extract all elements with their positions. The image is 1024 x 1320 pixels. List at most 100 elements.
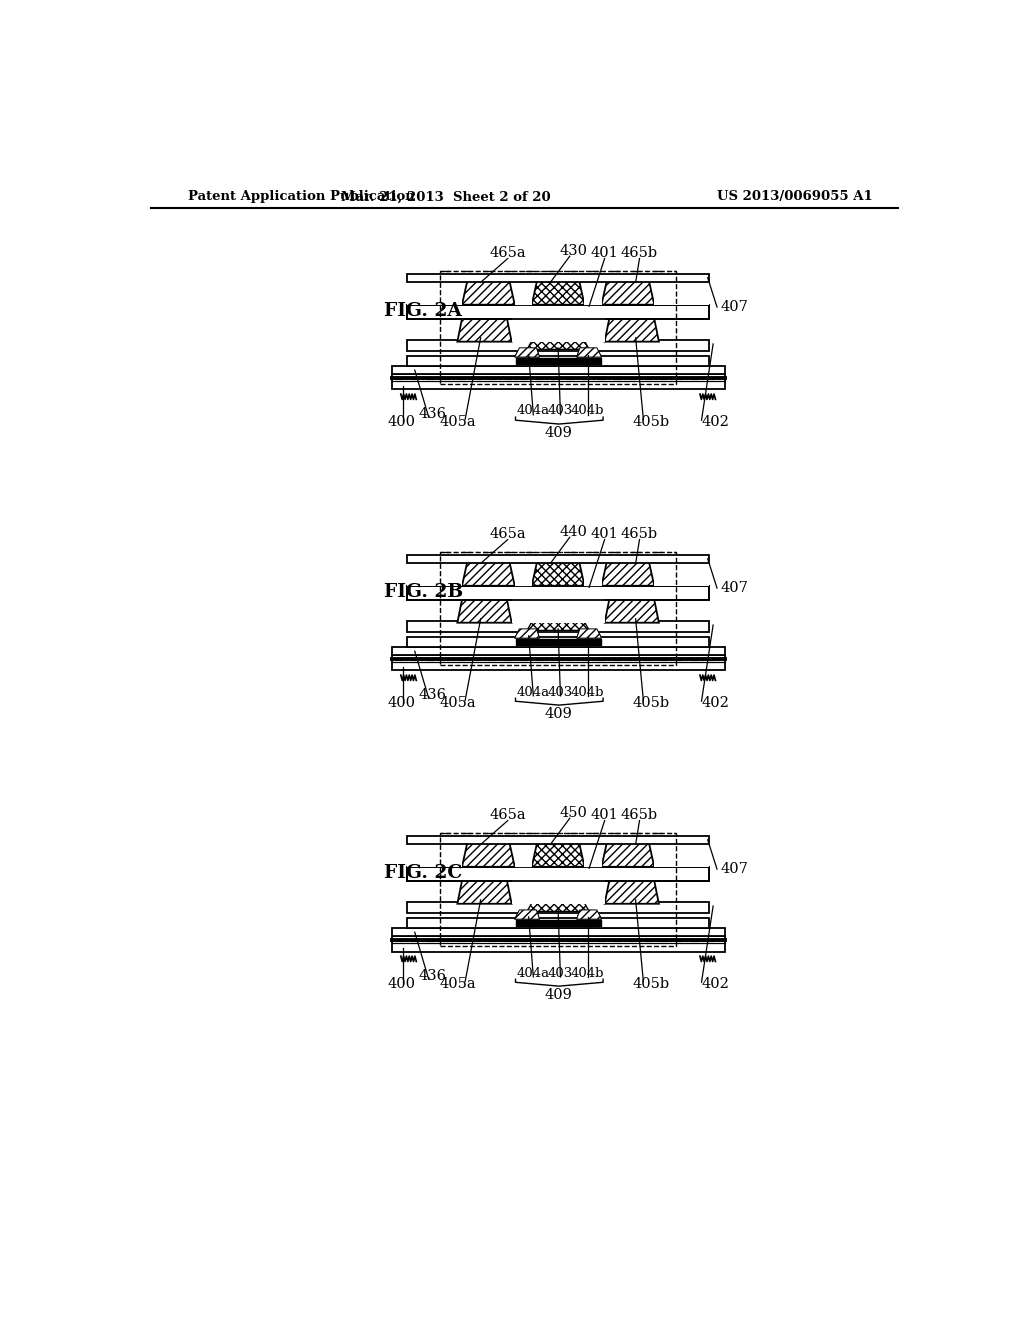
Bar — [440, 271, 676, 384]
Text: Patent Application Publication: Patent Application Publication — [188, 190, 415, 203]
Bar — [585, 280, 601, 305]
Polygon shape — [515, 628, 540, 638]
Text: 400: 400 — [388, 977, 416, 991]
Text: 436: 436 — [419, 969, 446, 983]
Text: 404a: 404a — [517, 685, 550, 698]
Bar — [440, 833, 676, 946]
Text: 465b: 465b — [621, 246, 658, 260]
Bar — [391, 655, 725, 671]
Text: 403: 403 — [548, 404, 573, 417]
Polygon shape — [458, 880, 512, 904]
Text: 407: 407 — [721, 581, 749, 595]
Polygon shape — [458, 599, 512, 623]
Text: 465b: 465b — [621, 527, 658, 541]
Bar — [512, 586, 604, 623]
Text: 403: 403 — [548, 966, 573, 979]
Text: US 2013/0069055 A1: US 2013/0069055 A1 — [717, 190, 872, 203]
Bar — [407, 275, 710, 281]
Text: 405a: 405a — [439, 414, 476, 429]
Text: 400: 400 — [388, 414, 416, 429]
Text: 401: 401 — [591, 527, 618, 541]
Bar — [407, 554, 710, 562]
Text: 405a: 405a — [439, 696, 476, 710]
Bar — [407, 355, 710, 367]
Bar — [407, 867, 710, 880]
Text: 407: 407 — [721, 862, 749, 876]
Bar — [440, 552, 676, 665]
Text: 405b: 405b — [633, 977, 670, 991]
Text: 401: 401 — [591, 246, 618, 260]
Bar — [515, 842, 531, 867]
Text: 404a: 404a — [517, 404, 550, 417]
Bar — [515, 280, 531, 305]
Text: 409: 409 — [545, 425, 572, 440]
Polygon shape — [577, 348, 601, 358]
Bar — [407, 842, 462, 867]
Polygon shape — [601, 280, 654, 305]
Polygon shape — [577, 909, 601, 919]
Polygon shape — [515, 348, 540, 358]
Bar — [515, 327, 601, 341]
Text: 436: 436 — [419, 407, 446, 421]
Polygon shape — [577, 628, 601, 638]
Bar — [585, 561, 601, 586]
Text: 405a: 405a — [439, 977, 476, 991]
Text: 404b: 404b — [570, 966, 604, 979]
Bar — [391, 928, 725, 936]
Polygon shape — [462, 280, 515, 305]
Text: 405b: 405b — [633, 414, 670, 429]
Text: 465a: 465a — [489, 527, 526, 541]
Bar — [654, 561, 710, 586]
Polygon shape — [515, 628, 540, 638]
Bar — [391, 936, 725, 952]
Text: FIG. 2C: FIG. 2C — [384, 865, 462, 882]
Bar — [407, 586, 710, 599]
Bar — [585, 842, 601, 867]
Text: 405b: 405b — [633, 696, 670, 710]
Polygon shape — [462, 561, 515, 586]
Bar — [407, 305, 710, 318]
Text: FIG. 2A: FIG. 2A — [384, 302, 462, 319]
Text: 404a: 404a — [517, 966, 550, 979]
Polygon shape — [458, 318, 512, 342]
Polygon shape — [515, 909, 540, 919]
Polygon shape — [527, 614, 589, 631]
Bar — [654, 280, 710, 305]
Polygon shape — [527, 614, 589, 631]
Text: 407: 407 — [721, 300, 749, 314]
Polygon shape — [531, 842, 585, 867]
Text: 440: 440 — [560, 525, 588, 539]
Polygon shape — [515, 909, 540, 919]
Bar — [512, 305, 604, 342]
Bar — [407, 903, 710, 913]
Bar — [391, 374, 725, 389]
Text: FIG. 2B: FIG. 2B — [384, 583, 463, 601]
Polygon shape — [531, 561, 585, 586]
Text: 436: 436 — [419, 688, 446, 702]
Text: 402: 402 — [701, 414, 729, 429]
Text: 430: 430 — [560, 244, 588, 257]
Bar — [407, 561, 462, 586]
Bar — [407, 305, 710, 318]
Polygon shape — [601, 842, 654, 867]
Polygon shape — [531, 280, 585, 305]
Bar — [654, 842, 710, 867]
Text: 465a: 465a — [489, 808, 526, 822]
Bar — [407, 341, 710, 351]
Polygon shape — [601, 561, 654, 586]
Polygon shape — [604, 599, 658, 623]
Polygon shape — [577, 628, 601, 638]
Text: 465b: 465b — [621, 808, 658, 822]
Text: 409: 409 — [545, 706, 572, 721]
Bar — [407, 917, 710, 928]
Text: 404b: 404b — [570, 404, 604, 417]
Polygon shape — [462, 842, 515, 867]
Polygon shape — [527, 333, 589, 350]
Polygon shape — [515, 348, 540, 358]
Bar — [515, 561, 531, 586]
Bar — [407, 636, 710, 647]
Text: 402: 402 — [701, 977, 729, 991]
Text: 404b: 404b — [570, 685, 604, 698]
Polygon shape — [604, 880, 658, 904]
Polygon shape — [577, 909, 601, 919]
